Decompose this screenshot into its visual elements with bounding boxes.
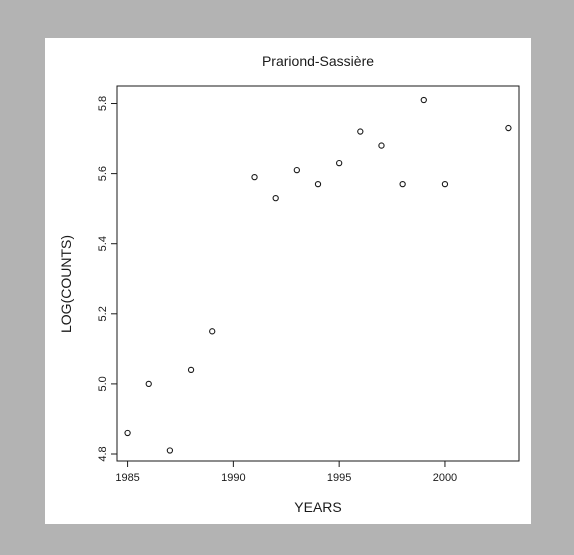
- y-axis-label: LOG(COUNTS): [58, 235, 74, 333]
- data-point: [251, 173, 258, 181]
- data-point: [357, 128, 364, 135]
- data-point: [187, 366, 195, 374]
- data-point: [145, 380, 152, 388]
- x-tick-label: 1990: [221, 472, 245, 484]
- y-tick-label: 5.0: [97, 376, 109, 391]
- x-tick-label: 1995: [327, 472, 351, 484]
- chart-title: Prariond-Sassière: [262, 53, 374, 69]
- y-tick-label: 5.4: [97, 236, 109, 251]
- chart-panel: Prariond-Sassière 1985 1990 1995 2000 4.8 5.…: [45, 38, 531, 524]
- x-axis-label: YEARS: [294, 499, 341, 515]
- x-tick-label: 1985: [115, 472, 139, 484]
- data-points: [124, 96, 512, 454]
- y-tick-label: 5.2: [97, 306, 109, 321]
- y-tick-label: 4.8: [97, 446, 109, 461]
- data-point: [378, 142, 385, 149]
- data-point: [166, 447, 174, 454]
- x-axis: 1985 1990 1995 2000: [115, 461, 457, 484]
- data-point: [272, 194, 279, 202]
- data-point: [124, 429, 131, 437]
- data-point: [209, 328, 216, 335]
- scatter-chart: Prariond-Sassière 1985 1990 1995 2000 4.8 5.…: [58, 53, 520, 515]
- plot-area-border: [116, 85, 520, 462]
- data-point: [420, 96, 427, 104]
- data-point: [336, 159, 343, 167]
- y-tick-label: 5.8: [97, 96, 109, 111]
- data-point: [441, 180, 449, 188]
- data-point: [505, 124, 512, 132]
- data-point: [293, 166, 300, 174]
- data-point: [399, 180, 406, 188]
- y-axis: 4.8 5.0 5.2 5.4 5.6 5.8: [97, 96, 117, 462]
- y-tick-label: 5.6: [97, 166, 109, 181]
- x-tick-label: 2000: [433, 472, 457, 484]
- data-point: [314, 180, 322, 188]
